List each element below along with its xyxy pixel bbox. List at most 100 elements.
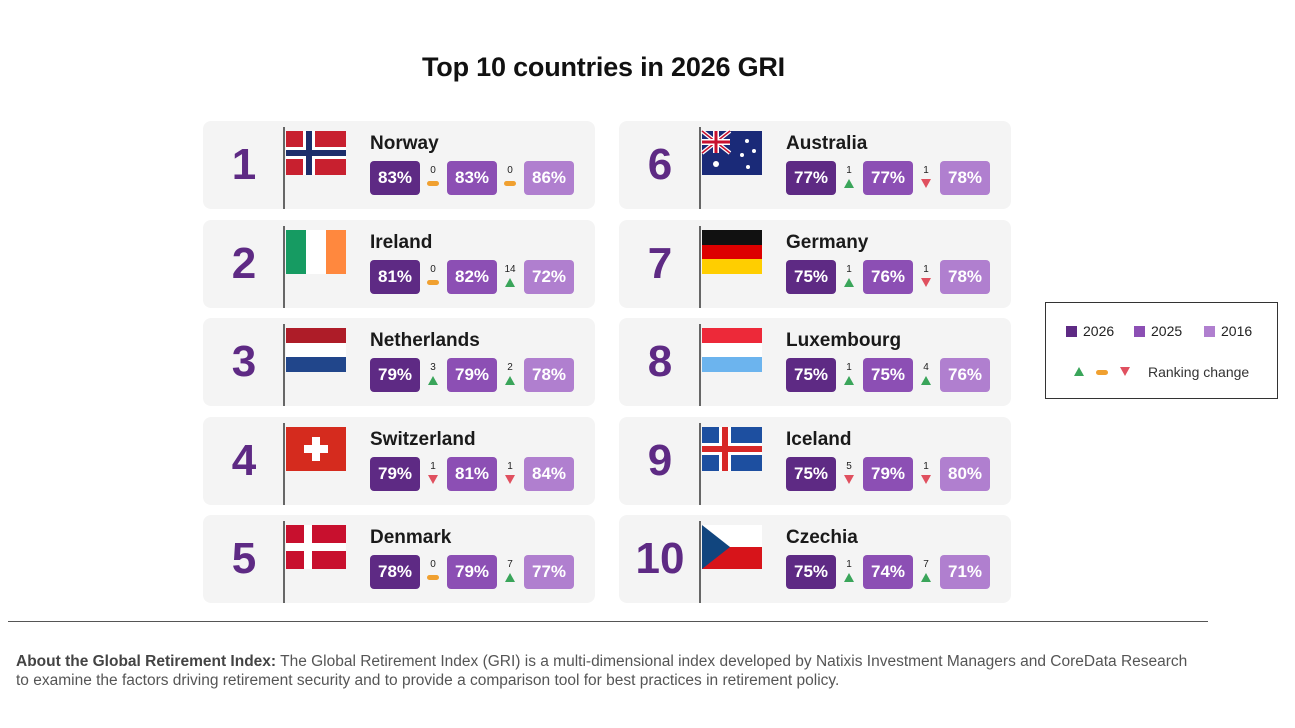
footnote-label: About the Global Retirement Index: <box>16 653 277 670</box>
country-name: Ireland <box>370 231 433 253</box>
country-card: 7 Germany 75% 1 76% 1 78% <box>619 219 1011 308</box>
change-2025-value: 7 <box>923 559 929 570</box>
legend-item-2026: 2026 <box>1066 323 1114 339</box>
legend-label-2026: 2026 <box>1083 323 1115 339</box>
score-2025: 81% <box>447 456 497 491</box>
country-name: Iceland <box>786 428 852 450</box>
change-2026-value: 1 <box>846 165 852 176</box>
score-2016: 78% <box>524 358 574 392</box>
chart-title: Top 10 countries in 2026 GRI <box>421 52 785 82</box>
legend: 2026 2025 2016 Ranking change <box>1045 302 1278 399</box>
rank-number: 4 <box>231 435 257 485</box>
score-2026: 75% <box>786 358 836 392</box>
up-arrow-icon <box>422 374 444 388</box>
australia-flag <box>699 127 769 209</box>
change-2026: 1 <box>838 165 860 191</box>
change-2026: 1 <box>838 559 860 585</box>
score-2016: 78% <box>940 161 990 195</box>
up-arrow-icon <box>499 374 521 388</box>
change-2025-value: 1 <box>923 460 929 472</box>
score-2016: 71% <box>940 555 990 589</box>
ireland-flag <box>283 225 353 308</box>
legend-swatch-2026 <box>1066 326 1077 337</box>
down-arrow-icon <box>915 177 937 191</box>
no-change-icon <box>422 276 444 290</box>
no-change-icon <box>499 177 521 191</box>
score-2026: 81% <box>370 259 420 294</box>
change-2025: 0 <box>499 165 521 191</box>
luxembourg-flag <box>699 324 769 406</box>
legend-swatch-2025 <box>1134 326 1145 337</box>
change-2025: 7 <box>499 559 521 585</box>
change-2025: 1 <box>915 165 937 191</box>
down-arrow-icon <box>915 276 937 290</box>
no-change-icon <box>422 571 444 585</box>
rank-number: 1 <box>231 140 257 189</box>
change-2026-value: 0 <box>430 165 436 176</box>
change-2026: 1 <box>422 461 444 487</box>
change-2025: 7 <box>915 559 937 585</box>
score-2025: 75% <box>863 358 913 392</box>
change-2026-value: 0 <box>430 559 436 570</box>
change-2026: 1 <box>838 264 860 290</box>
change-2025: 14 <box>499 264 521 290</box>
up-arrow-icon <box>838 374 860 388</box>
up-arrow-icon <box>838 571 860 585</box>
score-2026: 75% <box>786 456 836 491</box>
change-2025-value: 14 <box>504 263 516 275</box>
legend-label-2016: 2016 <box>1221 323 1253 339</box>
legend-ranking-change: Ranking change <box>1148 364 1250 380</box>
down-arrow-icon <box>422 473 444 487</box>
country-name: Luxembourg <box>786 330 902 351</box>
change-2026: 0 <box>422 264 444 290</box>
country-card: 5 Denmark 78% 0 79% 7 77% <box>203 515 595 603</box>
country-card: 4 Switzerland 79% 1 81% 1 84% <box>203 416 595 505</box>
score-2025: 79% <box>863 456 913 491</box>
country-card: 2 Ireland 81% 0 82% 14 72% <box>203 219 595 308</box>
change-2025-value: 4 <box>923 362 929 373</box>
score-2016: 84% <box>524 456 574 491</box>
change-2026-value: 3 <box>430 362 436 373</box>
rank-number: 8 <box>647 337 673 386</box>
rank-number: 5 <box>231 534 257 583</box>
divider <box>8 621 1208 622</box>
score-2025: 79% <box>447 555 497 589</box>
down-arrow-icon <box>838 473 860 487</box>
switzerland-flag <box>283 422 353 505</box>
change-2026: 5 <box>838 461 860 487</box>
score-2025: 83% <box>447 161 497 195</box>
footnote-text: The Global Retirement Index (GRI) is a m… <box>16 653 1188 689</box>
change-2026: 3 <box>422 362 444 388</box>
country-card: 3 Netherlands 79% 3 79% 2 78% <box>203 318 595 406</box>
country-name: Netherlands <box>370 330 480 351</box>
country-card: 10 Czechia 75% 1 74% 7 71% <box>619 515 1011 603</box>
score-2016: 86% <box>524 161 574 195</box>
down-arrow-icon <box>499 473 521 487</box>
up-arrow-icon <box>838 276 860 290</box>
legend-swatch-2016 <box>1204 326 1215 337</box>
change-2025-value: 1 <box>507 460 513 472</box>
no-change-icon <box>422 177 444 191</box>
score-2026: 77% <box>786 161 836 195</box>
iceland-flag <box>699 422 769 505</box>
netherlands-flag <box>283 324 353 406</box>
score-2016: 76% <box>940 358 990 392</box>
up-arrow-icon <box>915 374 937 388</box>
country-name: Germany <box>786 231 869 253</box>
country-card: 8 Luxembourg 75% 1 75% 4 76% <box>619 318 1011 406</box>
country-name: Australia <box>786 133 868 154</box>
legend-item-2016: 2016 <box>1204 323 1252 339</box>
change-2025-value: 0 <box>507 165 513 176</box>
rank-number: 3 <box>231 337 257 386</box>
rank-number: 7 <box>647 238 673 288</box>
score-2016: 78% <box>940 259 990 294</box>
down-arrow-icon <box>915 473 937 487</box>
score-2025: 79% <box>447 358 497 392</box>
change-2026-value: 1 <box>846 263 852 275</box>
score-2026: 79% <box>370 456 420 491</box>
score-2025: 82% <box>447 259 497 294</box>
score-2016: 77% <box>524 555 574 589</box>
country-name: Norway <box>370 133 439 154</box>
rank-number: 2 <box>231 238 257 288</box>
change-2025: 2 <box>499 362 521 388</box>
